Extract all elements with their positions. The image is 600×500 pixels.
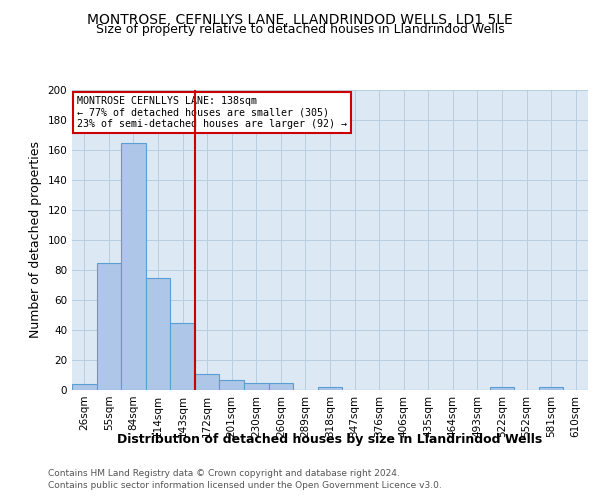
Text: Distribution of detached houses by size in Llandrindod Wells: Distribution of detached houses by size …: [118, 432, 542, 446]
Bar: [539, 387, 563, 390]
Bar: [72, 384, 97, 390]
Bar: [490, 387, 514, 390]
Text: MONTROSE, CEFNLLYS LANE, LLANDRINDOD WELLS, LD1 5LE: MONTROSE, CEFNLLYS LANE, LLANDRINDOD WEL…: [87, 12, 513, 26]
Text: Contains HM Land Registry data © Crown copyright and database right 2024.: Contains HM Land Registry data © Crown c…: [48, 468, 400, 477]
Bar: [170, 322, 195, 390]
Bar: [269, 382, 293, 390]
Bar: [195, 374, 220, 390]
Bar: [244, 382, 269, 390]
Text: MONTROSE CEFNLLYS LANE: 138sqm
← 77% of detached houses are smaller (305)
23% of: MONTROSE CEFNLLYS LANE: 138sqm ← 77% of …: [77, 96, 347, 129]
Bar: [146, 278, 170, 390]
Bar: [121, 142, 146, 390]
Bar: [220, 380, 244, 390]
Bar: [97, 262, 121, 390]
Y-axis label: Number of detached properties: Number of detached properties: [29, 142, 42, 338]
Text: Contains public sector information licensed under the Open Government Licence v3: Contains public sector information licen…: [48, 481, 442, 490]
Bar: [318, 387, 342, 390]
Text: Size of property relative to detached houses in Llandrindod Wells: Size of property relative to detached ho…: [95, 22, 505, 36]
